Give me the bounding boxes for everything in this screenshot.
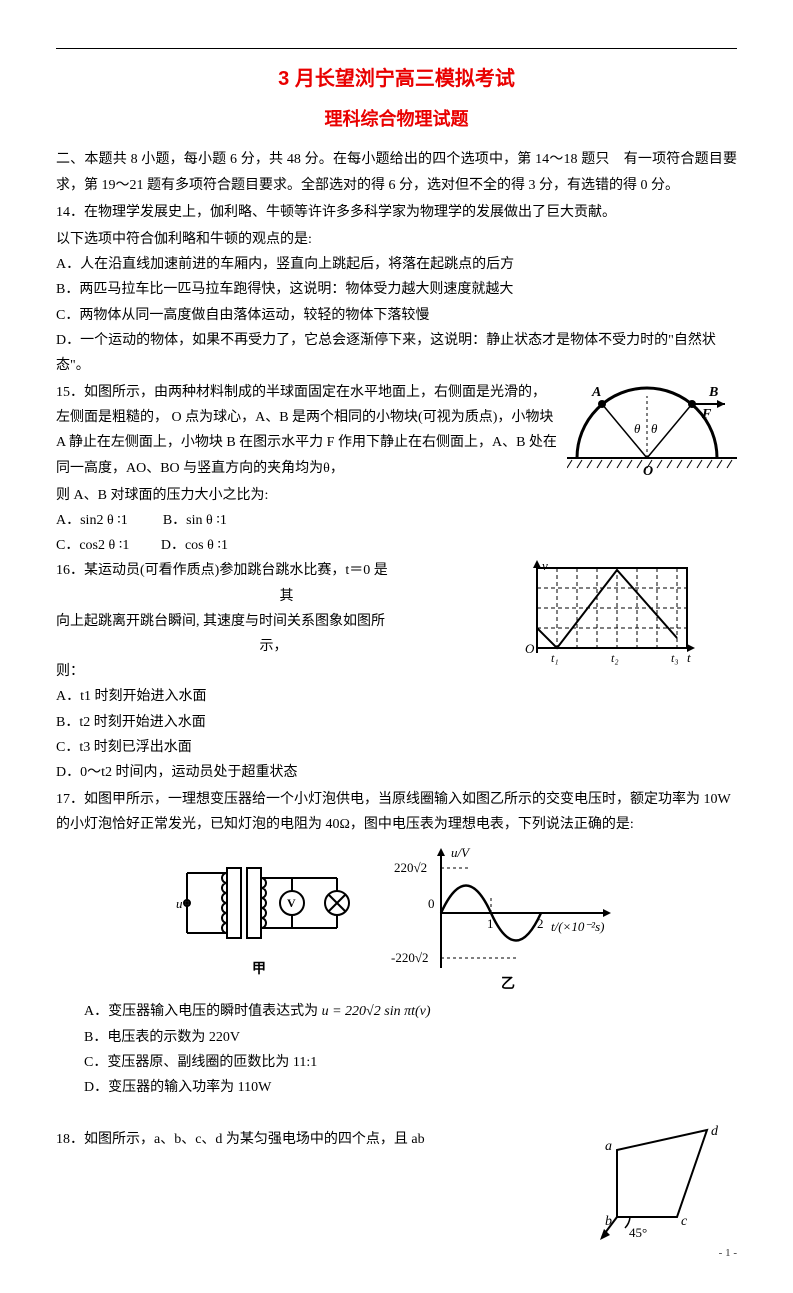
svg-text:F: F — [701, 407, 712, 422]
q16-opt-b: B．t2 时刻开始进入水面 — [56, 710, 737, 735]
q16-opt-d: D．0～t2 时间内，运动员处于超重状态 — [56, 760, 737, 785]
q16-stem1b: 其 — [280, 589, 294, 604]
svg-text:θ: θ — [651, 421, 658, 436]
exam-subtitle: 理科综合物理试题 — [56, 103, 737, 135]
svg-text:v: v — [542, 558, 548, 573]
q16-stem2: 向上起跳离开跳台瞬间, 其速度与时间关系图象如图所 — [56, 614, 385, 629]
q15-opt-a: A．sin2 θ ∶1 — [56, 513, 128, 528]
q15-opt-d: D．cos θ ∶1 — [161, 538, 228, 553]
svg-text:u: u — [176, 896, 183, 911]
svg-text:a: a — [605, 1139, 612, 1154]
svg-text:u/V: u/V — [451, 845, 471, 860]
q17-fig-circuit: V u 甲 — [172, 848, 352, 988]
q17-opt-a: A．变压器输入电压的瞬时值表达式为 u = 220√2 sin πt(v) — [84, 999, 737, 1024]
q17-stem: 17．如图甲所示，一理想变压器给一个小灯泡供电，当原线圈输入如图乙所示的交变电压… — [56, 787, 737, 837]
svg-text:A: A — [591, 385, 601, 400]
top-rule — [56, 48, 737, 49]
svg-text:t: t — [687, 650, 691, 665]
q17-opt-c: C．变压器原、副线圈的匝数比为 11:1 — [84, 1050, 737, 1075]
q14-opt-a: A．人在沿直线加速前进的车厢内，竖直向上跳起后，将落在起跳点的后方 — [56, 252, 737, 277]
q16-figure: v t O t₁ t₂ t₃ — [517, 558, 697, 678]
q14-stem2: 以下选项中符合伽利略和牛顿的观点的是: — [56, 227, 737, 252]
q17-opt-a-formula: u = 220√2 sin πt(v) — [322, 1004, 431, 1019]
q15-opts-row1: A．sin2 θ ∶1 B．sin θ ∶1 — [56, 508, 737, 533]
svg-text:2: 2 — [537, 916, 544, 931]
q15-stem2: 则 A、B 对球面的压力大小之比为: — [56, 483, 737, 508]
svg-text:t₃: t₃ — [671, 651, 679, 665]
q14-stem1: 14．在物理学发展史上，伽利略、牛顿等许许多多科学家为物理学的发展做出了巨大贡献… — [56, 200, 737, 225]
svg-text:c: c — [681, 1214, 688, 1229]
instructions: 二、本题共 8 小题，每小题 6 分，共 48 分。在每小题给出的四个选项中，第… — [56, 147, 737, 197]
svg-text:t₁: t₁ — [551, 651, 559, 665]
svg-text:O: O — [525, 641, 535, 656]
q14-opt-c: C．两物体从同一高度做自由落体运动，较轻的物体下落较慢 — [56, 303, 737, 328]
svg-text:O: O — [643, 464, 653, 478]
q15-opts-row2: C．cos2 θ ∶1 D．cos θ ∶1 — [56, 533, 737, 558]
q17-opt-a-text: A．变压器输入电压的瞬时值表达式为 — [84, 1004, 318, 1019]
q15-opt-c: C．cos2 θ ∶1 — [56, 538, 129, 553]
q17-opt-b: B．电压表的示数为 220V — [84, 1025, 737, 1050]
q15-figure: A B F θ θ O — [567, 378, 737, 478]
svg-text:1: 1 — [487, 916, 494, 931]
svg-text:b: b — [605, 1214, 612, 1229]
svg-text:t₂: t₂ — [611, 651, 619, 665]
svg-text:θ: θ — [634, 421, 641, 436]
svg-text:220√2: 220√2 — [394, 860, 427, 875]
exam-title: 3 月长望浏宁高三模拟考试 — [56, 61, 737, 97]
svg-text:-220√2: -220√2 — [391, 950, 428, 965]
q14-opt-d: D．一个运动的物体，如果不再受力了，它总会逐渐停下来，这说明：静止状态才是物体不… — [56, 328, 737, 378]
page-footer: - 1 - — [719, 1244, 737, 1264]
svg-text:d: d — [711, 1125, 719, 1139]
svg-text:乙: 乙 — [501, 976, 515, 992]
svg-text:0: 0 — [428, 896, 435, 911]
q16-stem2b: 示， — [260, 639, 288, 654]
q16-opt-a: A．t1 时刻开始进入水面 — [56, 684, 737, 709]
q17-fig-graph: 220√2 0 -220√2 u/V 1 2 t/(×10⁻²s) 乙 — [391, 843, 621, 993]
svg-text:t/(×10⁻²s): t/(×10⁻²s) — [551, 919, 604, 934]
q15-opt-b: B．sin θ ∶1 — [163, 513, 227, 528]
svg-text:45°: 45° — [629, 1225, 647, 1240]
q17-opt-d: D．变压器的输入功率为 110W — [84, 1075, 737, 1100]
q14-opt-b: B．两匹马拉车比一匹马拉车跑得快，这说明：物体受力越大则速度就越大 — [56, 277, 737, 302]
svg-text:甲: 甲 — [252, 961, 266, 977]
q17-figures: V u 甲 220√2 0 -220√2 u/V 1 2 t/(×10⁻²s) … — [56, 843, 737, 993]
q18-figure: a d c b 45° — [597, 1125, 737, 1245]
svg-text:V: V — [287, 896, 296, 910]
q16-stem1: 16．某运动员(可看作质点)参加跳台跳水比赛，t＝0 是 — [56, 563, 388, 578]
svg-text:B: B — [708, 385, 718, 400]
q16-opt-c: C．t3 时刻已浮出水面 — [56, 735, 737, 760]
